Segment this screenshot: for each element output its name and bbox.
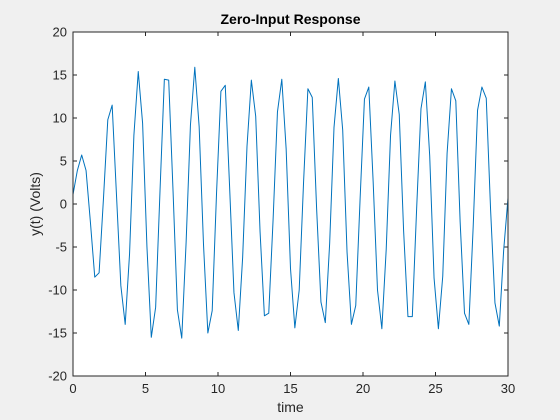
y-tick-label: 15 bbox=[53, 68, 67, 83]
y-tick-label: 0 bbox=[60, 197, 67, 212]
y-axis-label: y(t) (Volts) bbox=[27, 172, 43, 236]
y-tick-label: -20 bbox=[48, 369, 67, 384]
x-tick-label: 25 bbox=[428, 381, 442, 396]
plot-area bbox=[73, 32, 508, 376]
y-tick-label: -15 bbox=[48, 326, 67, 341]
y-tick-label: 20 bbox=[53, 25, 67, 40]
x-tick-label: 15 bbox=[283, 381, 297, 396]
y-tick-label: -5 bbox=[55, 240, 67, 255]
chart-title: Zero-Input Response bbox=[220, 11, 360, 27]
y-tick-label: -10 bbox=[48, 283, 67, 298]
x-tick-label: 10 bbox=[211, 381, 225, 396]
x-tick-label: 0 bbox=[69, 381, 76, 396]
y-tick-label: 5 bbox=[60, 154, 67, 169]
y-tick-label: 10 bbox=[53, 111, 67, 126]
x-tick-label: 20 bbox=[356, 381, 370, 396]
x-tick-label: 5 bbox=[142, 381, 149, 396]
x-tick-label: 30 bbox=[501, 381, 515, 396]
x-axis-label: time bbox=[277, 399, 304, 415]
